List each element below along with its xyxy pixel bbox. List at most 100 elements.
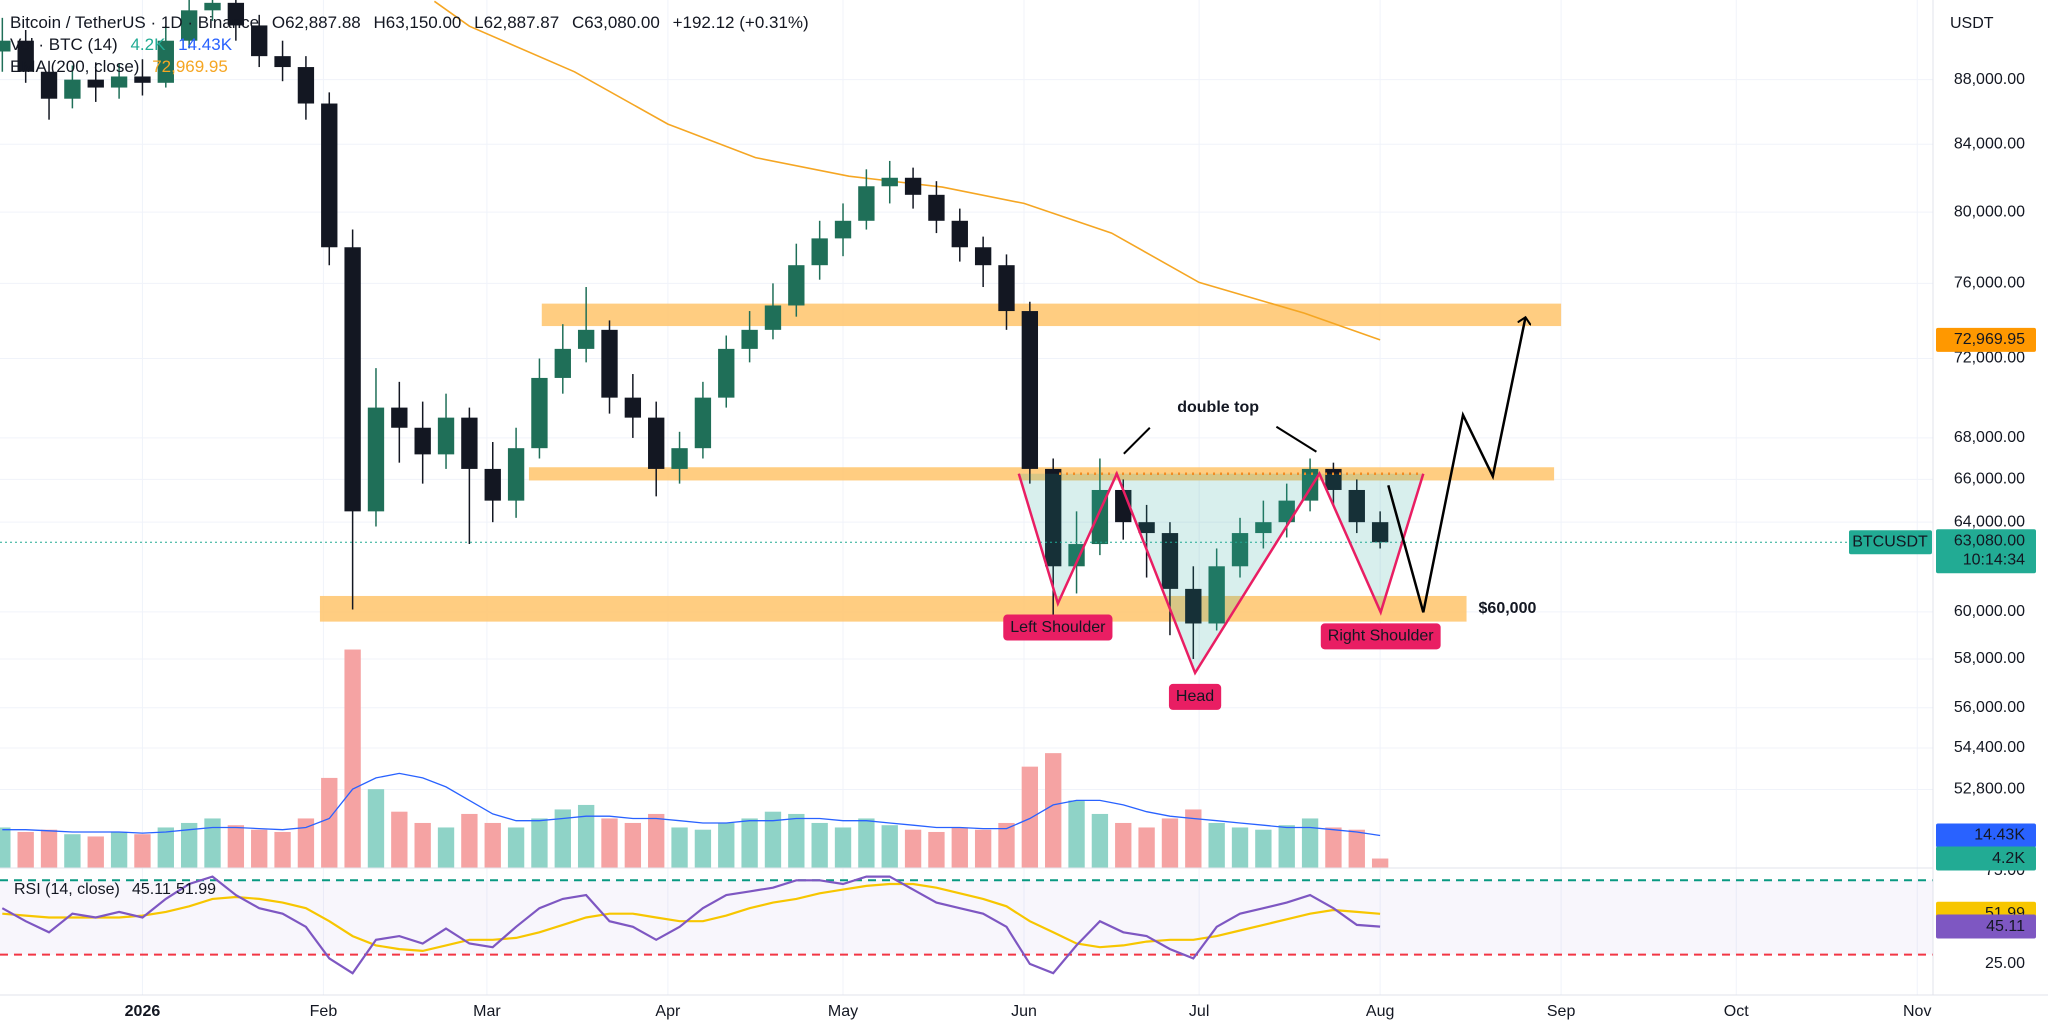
candle-body [1348,489,1365,523]
candle-body [87,79,104,88]
volume-bar [437,827,455,868]
x-tick-label: Aug [1366,1003,1394,1020]
volume-bar [531,818,548,868]
candle-body [110,76,128,88]
candle-body [554,348,571,378]
volume-bar [834,827,852,868]
candle-body [928,194,945,221]
x-tick-label: 2026 [125,1003,161,1020]
volume-bar [1208,822,1225,868]
volume-bar [180,822,198,868]
candle-body [858,186,875,221]
y-tick-label: 76,000.00 [1954,275,2025,292]
x-tick-label: Apr [655,1003,681,1020]
candles [0,0,1933,659]
candle-body [648,417,665,469]
y-tick-label: 72,000.00 [1954,350,2025,367]
rsi-label-bg [1936,914,2036,939]
volume-bar [507,827,525,868]
volume-bar [554,809,571,868]
volume-bar [321,777,338,868]
candle-body [577,329,595,349]
volume-bar [1161,818,1179,868]
volume-bar [1348,829,1365,868]
volume-bar [1231,827,1249,868]
volume-bar [274,831,291,868]
candle-body [64,79,81,99]
x-tick-label: Nov [1903,1003,1931,1020]
volume-bar [64,834,81,868]
candle-body [414,427,431,455]
pattern-label: Left Shoulder [1010,619,1106,636]
volume-bar [951,827,968,868]
volume-bar [40,829,58,868]
volume-bar [881,825,898,868]
x-tick-label: Mar [473,1003,501,1020]
callout-line [1275,425,1317,453]
rsi-name: RSI (14, close) [14,881,120,898]
x-tick-label: Jun [1011,1003,1037,1020]
candle-body [17,40,34,72]
ohlc-open: O62,887.88 [271,13,361,32]
candle-body [718,348,735,398]
candle-body [998,265,1015,312]
legend-row: Bitcoin / TetherUS · 1D · Binance O62,88… [10,12,817,34]
y-tick-label: 88,000.00 [1954,71,2025,88]
pattern-label: Right Shoulder [1328,628,1435,645]
projection-line [1387,317,1525,613]
candle-body [624,397,642,418]
candle-body [251,25,268,57]
volume-bar [391,811,408,868]
pattern-fill [1018,473,1424,673]
rsi-pane: RSI (14, close) 45.11 51.99 [0,875,1933,975]
candle-body [437,417,455,455]
ema-price-label-bg [1936,327,2036,352]
ohlc-close: C63,080.00 [571,13,660,32]
y-tick-label: 84,000.00 [1954,135,2025,152]
y-tick-label: 52,800.00 [1954,781,2025,798]
volume-bar [858,818,875,868]
candle-body [1301,468,1319,501]
x-tick-label: May [828,1003,858,1020]
candle-body [881,177,898,187]
zone-label: $60,000 [1479,600,1537,617]
candle-body [1045,468,1062,567]
legend: Bitcoin / TetherUS · 1D · Binance O62,88… [10,12,817,78]
candle-body [974,247,992,266]
candle-body [274,56,291,68]
volume-bar [998,822,1015,868]
volume-bar [671,827,688,868]
ohlc-change: +192.12 (+0.31%) [672,13,809,32]
volume-bar [367,789,385,868]
candle-body [461,417,478,469]
candle-body [40,71,58,99]
y-tick-label: 58,000.00 [1954,650,2025,667]
axes: USDT 2026 Feb Mar Apr May Jun Jul Aug Sep Oct Nov 5… [125,15,2036,1020]
volume-name: Vol · BTC (14) [10,35,118,54]
candle-body [1371,522,1389,543]
grid [0,0,1933,995]
ohlc-low: L62,887.87 [474,13,560,32]
rsi-line [1,875,1381,975]
x-tick-label: Jul [1189,1003,1209,1020]
double-top-label: double top [1177,399,1259,416]
volume-bar [788,813,805,868]
candle-body [180,10,198,41]
candle-body [1208,566,1225,624]
volume-pane [0,649,1389,868]
x-tick-label: Sep [1547,1003,1576,1020]
volume-bar [904,829,922,868]
volume-bar [461,813,478,868]
candle-body [0,40,11,52]
volume-bar [1045,753,1062,868]
volume-bar [1255,829,1272,868]
volume-bar [718,822,735,868]
rsi-ma-legend-value: 51.99 [176,881,216,898]
volume-ma-line [2,772,1381,837]
candle-body [694,397,712,449]
candle-body [811,238,828,266]
volume-bar [157,827,174,868]
volume-label-bg [1936,846,2036,871]
candle-body [671,448,688,469]
volume-bar [974,829,992,868]
